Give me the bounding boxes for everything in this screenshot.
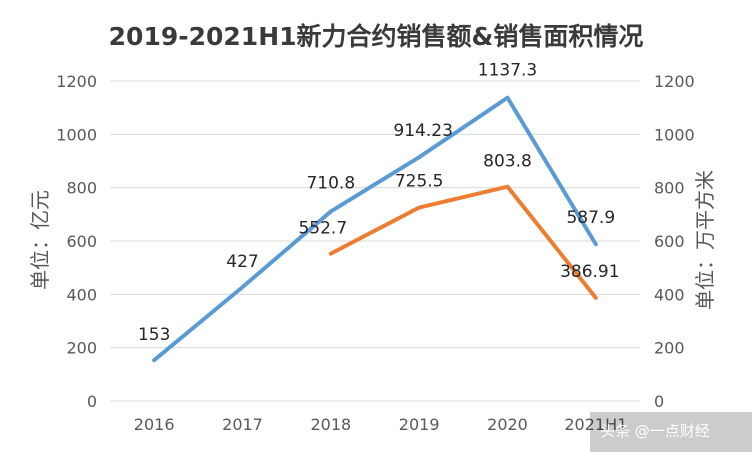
series-line-2 bbox=[328, 184, 598, 300]
data-label: 427 bbox=[226, 252, 258, 272]
y2-tick-label: 0 bbox=[654, 392, 664, 411]
data-label: 153 bbox=[138, 325, 170, 345]
data-label: 725.5 bbox=[395, 172, 444, 192]
y-tick-label: 1200 bbox=[56, 72, 97, 91]
series-line-1 bbox=[152, 95, 598, 363]
y2-tick-label: 200 bbox=[654, 339, 685, 358]
x-tick-label: 2017 bbox=[222, 415, 263, 434]
x-axis-ticks: 2016 2017 2018 2019 2020 2021H1 bbox=[134, 415, 627, 434]
y-tick-label: 400 bbox=[66, 285, 97, 304]
series-lines bbox=[152, 95, 598, 363]
data-label: 914.23 bbox=[393, 121, 452, 141]
y-tick-label: 1000 bbox=[56, 125, 97, 144]
y-axis-right-label: 单位：万平方米 bbox=[693, 170, 717, 310]
watermark-text: 头条 @一点财经 bbox=[600, 422, 710, 440]
y2-tick-label: 600 bbox=[654, 232, 685, 251]
y-tick-label: 600 bbox=[66, 232, 97, 251]
data-labels: 153 427 710.8 914.23 1137.3 587.9 552.7 725.5 80… bbox=[138, 61, 620, 345]
y-tick-label: 0 bbox=[87, 392, 97, 411]
data-label: 710.8 bbox=[306, 173, 355, 193]
y-axis-left-ticks: 0 200 400 600 800 1000 1200 bbox=[56, 72, 97, 411]
y2-tick-label: 400 bbox=[654, 285, 685, 304]
y-tick-label: 800 bbox=[66, 179, 97, 198]
y2-tick-label: 800 bbox=[654, 179, 685, 198]
y-tick-label: 200 bbox=[66, 339, 97, 358]
x-tick-label: 2020 bbox=[487, 415, 528, 434]
data-label: 803.8 bbox=[483, 152, 532, 172]
data-label: 587.9 bbox=[566, 208, 615, 228]
x-tick-label: 2021H1 bbox=[564, 415, 627, 434]
y-axis-left-label: 单位：亿元 bbox=[28, 190, 52, 290]
x-tick-label: 2019 bbox=[399, 415, 440, 434]
y2-tick-label: 1000 bbox=[654, 125, 695, 144]
data-label: 1137.3 bbox=[478, 61, 537, 81]
data-label: 552.7 bbox=[298, 219, 347, 239]
chart-title: 2019-2021H1新力合约销售额&销售面积情况 bbox=[109, 22, 644, 51]
y-axis-right-ticks: 0 200 400 600 800 1000 1200 bbox=[654, 72, 695, 411]
x-tick-label: 2016 bbox=[134, 415, 175, 434]
watermark-background bbox=[590, 412, 752, 452]
gridlines bbox=[110, 80, 640, 402]
y2-tick-label: 1200 bbox=[654, 72, 695, 91]
watermark: 头条 @一点财经 bbox=[590, 412, 752, 452]
x-tick-label: 2018 bbox=[310, 415, 351, 434]
data-label: 386.91 bbox=[560, 262, 619, 282]
